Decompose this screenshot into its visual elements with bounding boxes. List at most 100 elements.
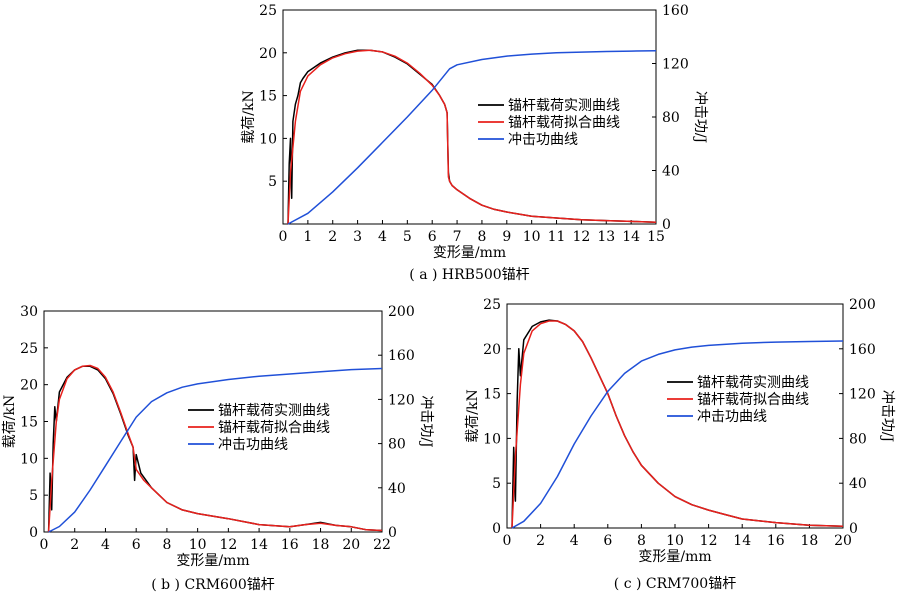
legend-label-fitted: 锚杆载荷拟合曲线 <box>218 420 330 436</box>
y2-tick-label: 40 <box>662 164 680 180</box>
y-axis-label: 载荷/kN <box>241 90 257 143</box>
legend-label-impact: 冲击功曲线 <box>697 409 767 425</box>
x-tick-label: 6 <box>132 537 141 553</box>
y2-tick-label: 40 <box>388 481 406 497</box>
y2-tick-label: 120 <box>662 57 689 73</box>
panel-caption: ( b ) CRM600锚杆 <box>151 577 275 593</box>
y2-tick-label: 120 <box>388 392 415 408</box>
y-tick-label: 15 <box>483 387 501 403</box>
series-line-impact <box>511 340 844 529</box>
y-tick-label: 10 <box>259 131 277 147</box>
x-tick-label: 11 <box>548 229 566 245</box>
legend-label-measured: 锚杆载荷实测曲线 <box>697 375 809 391</box>
x-tick-label: 0 <box>40 537 49 553</box>
y-tick-label: 20 <box>20 378 38 394</box>
y2-tick-label: 160 <box>849 342 876 358</box>
x-tick-label: 13 <box>597 229 615 245</box>
x-tick-label: 10 <box>523 229 541 245</box>
y-tick-label: 5 <box>268 174 277 190</box>
y2-tick-label: 0 <box>388 525 397 541</box>
x-tick-label: 16 <box>767 533 785 549</box>
chart-panel-1: 0 1 2 3 4 5 6 7 8 9 10 11 12 13 14 15510152025040801201… <box>241 3 708 283</box>
y-tick-label: 25 <box>259 3 277 19</box>
y2-tick-label: 80 <box>388 437 406 453</box>
x-tick-label: 15 <box>647 229 665 245</box>
series-line-impact <box>287 50 657 225</box>
series-line-measured <box>47 365 383 533</box>
y-tick-label: 20 <box>483 342 501 358</box>
x-axis-label: 变形量/mm <box>433 245 506 261</box>
y-tick-label: 10 <box>20 451 38 467</box>
y2-tick-label: 120 <box>849 387 876 403</box>
x-tick-label: 3 <box>353 229 362 245</box>
y2-tick-label: 80 <box>662 110 680 126</box>
y-tick-label: 30 <box>20 304 38 320</box>
y2-axis-label: 冲击功/J <box>418 395 434 447</box>
series-line-impact <box>48 367 383 533</box>
panel-caption: ( c ) CRM700锚杆 <box>614 576 736 592</box>
x-tick-label: 18 <box>312 537 330 553</box>
legend-label-measured: 锚杆载荷实测曲线 <box>508 98 620 114</box>
legend-label-impact: 冲击功曲线 <box>218 437 288 453</box>
y-tick-label: 5 <box>492 476 501 492</box>
x-tick-label: 20 <box>834 533 852 549</box>
series-line-measured <box>287 49 657 225</box>
chart-panel-2: 0 2 4 6 8 10 12 14 16 18 20 22051015202530040801201… <box>2 304 434 593</box>
x-tick-label: 8 <box>162 537 171 553</box>
y2-tick-label: 200 <box>849 297 876 313</box>
y2-tick-label: 160 <box>388 348 415 364</box>
plot-frame <box>43 310 383 533</box>
y-tick-label: 15 <box>259 89 277 105</box>
x-tick-label: 20 <box>342 537 360 553</box>
legend-label-measured: 锚杆载荷实测曲线 <box>218 403 330 419</box>
y-tick-label: 0 <box>29 525 38 541</box>
y2-axis-label: 冲击功/J <box>692 91 708 143</box>
y-tick-label: 0 <box>492 521 501 537</box>
y-tick-label: 10 <box>483 431 501 447</box>
x-tick-label: 8 <box>477 229 486 245</box>
chart-panel-3: 0 2 4 6 8 10 12 14 16 18 2005101520250408012016020… <box>465 297 895 592</box>
x-tick-label: 12 <box>572 229 590 245</box>
series-line-measured <box>511 319 844 529</box>
x-tick-label: 5 <box>403 229 412 245</box>
legend-label-fitted: 锚杆载荷拟合曲线 <box>697 392 809 408</box>
x-tick-label: 6 <box>603 533 612 549</box>
x-tick-label: 12 <box>219 537 237 553</box>
y2-tick-label: 80 <box>849 431 867 447</box>
x-tick-label: 10 <box>189 537 207 553</box>
x-tick-label: 14 <box>250 537 268 553</box>
x-tick-label: 14 <box>622 229 640 245</box>
legend-label-fitted: 锚杆载荷拟合曲线 <box>508 115 620 131</box>
legend-label-impact: 冲击功曲线 <box>508 132 578 148</box>
y-tick-label: 15 <box>20 415 38 431</box>
x-tick-label: 2 <box>70 537 79 553</box>
x-axis-label: 变形量/mm <box>176 553 249 569</box>
series-line-fitted <box>47 364 383 533</box>
y2-tick-label: 40 <box>849 476 867 492</box>
x-tick-label: 9 <box>502 229 511 245</box>
y2-tick-label: 0 <box>662 217 671 233</box>
y-tick-label: 5 <box>29 488 38 504</box>
x-tick-label: 12 <box>700 533 718 549</box>
y2-tick-label: 0 <box>849 521 858 537</box>
x-tick-label: 8 <box>637 533 646 549</box>
series-line-fitted <box>511 320 844 529</box>
series-line-fitted <box>287 49 657 225</box>
x-tick-label: 14 <box>733 533 751 549</box>
x-tick-label: 4 <box>570 533 579 549</box>
x-tick-label: 6 <box>428 229 437 245</box>
panel-caption: ( a ) HRB500锚杆 <box>409 267 529 283</box>
y2-tick-label: 200 <box>388 304 415 320</box>
x-axis-label: 变形量/mm <box>638 549 711 565</box>
y-axis-label: 载荷/kN <box>2 395 18 448</box>
x-tick-label: 2 <box>328 229 337 245</box>
x-tick-label: 1 <box>303 229 312 245</box>
x-tick-label: 4 <box>378 229 387 245</box>
x-tick-label: 10 <box>666 533 684 549</box>
x-tick-label: 22 <box>373 537 391 553</box>
y-tick-label: 25 <box>20 341 38 357</box>
x-tick-label: 7 <box>453 229 462 245</box>
x-tick-label: 18 <box>800 533 818 549</box>
y-tick-label: 20 <box>259 46 277 62</box>
